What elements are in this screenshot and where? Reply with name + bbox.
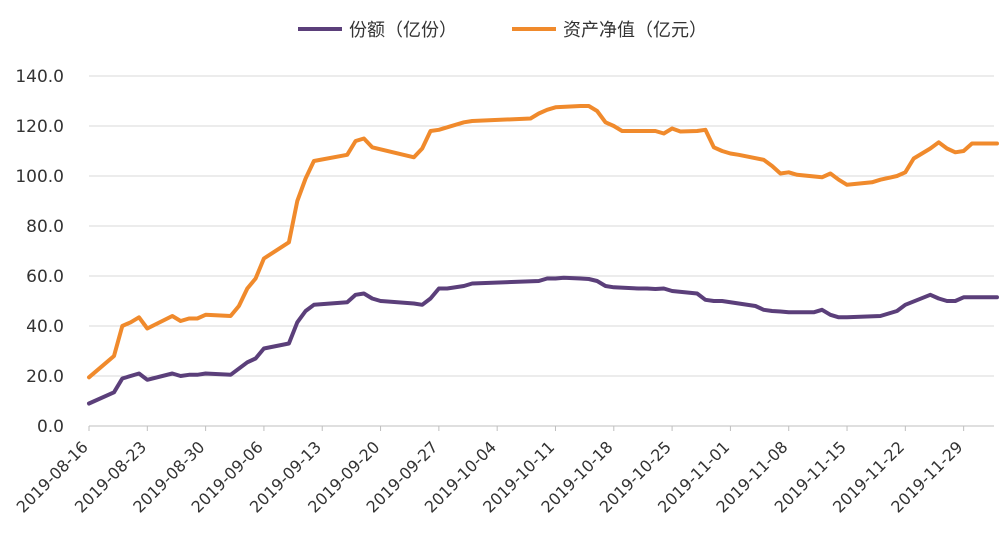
legend-label-nav: 资产净值（亿元） <box>563 20 707 41</box>
gridlines <box>89 75 994 427</box>
series-lines <box>87 104 999 406</box>
y-tick-label: 60.0 <box>26 267 64 287</box>
y-tick-label: 0.0 <box>37 417 64 437</box>
y-tick-label: 80.0 <box>26 217 64 237</box>
legend: 份额（亿份） 资产净值（亿元） <box>298 20 707 41</box>
y-tick-label: 40.0 <box>26 317 64 337</box>
y-tick-label: 140.0 <box>15 67 64 87</box>
series-line-share <box>87 275 999 406</box>
x-axis-ticks: 2019-08-162019-08-232019-08-302019-09-06… <box>13 426 966 517</box>
y-tick-label: 120.0 <box>15 117 64 137</box>
y-tick-label: 20.0 <box>26 367 64 387</box>
series-line-nav <box>87 104 999 380</box>
y-axis-ticks: 0.0 20.0 40.0 60.0 80.0 100.0 120.0 140.0 <box>15 67 64 437</box>
legend-label-share: 份额（亿份） <box>349 20 457 41</box>
y-tick-label: 100.0 <box>15 167 64 187</box>
